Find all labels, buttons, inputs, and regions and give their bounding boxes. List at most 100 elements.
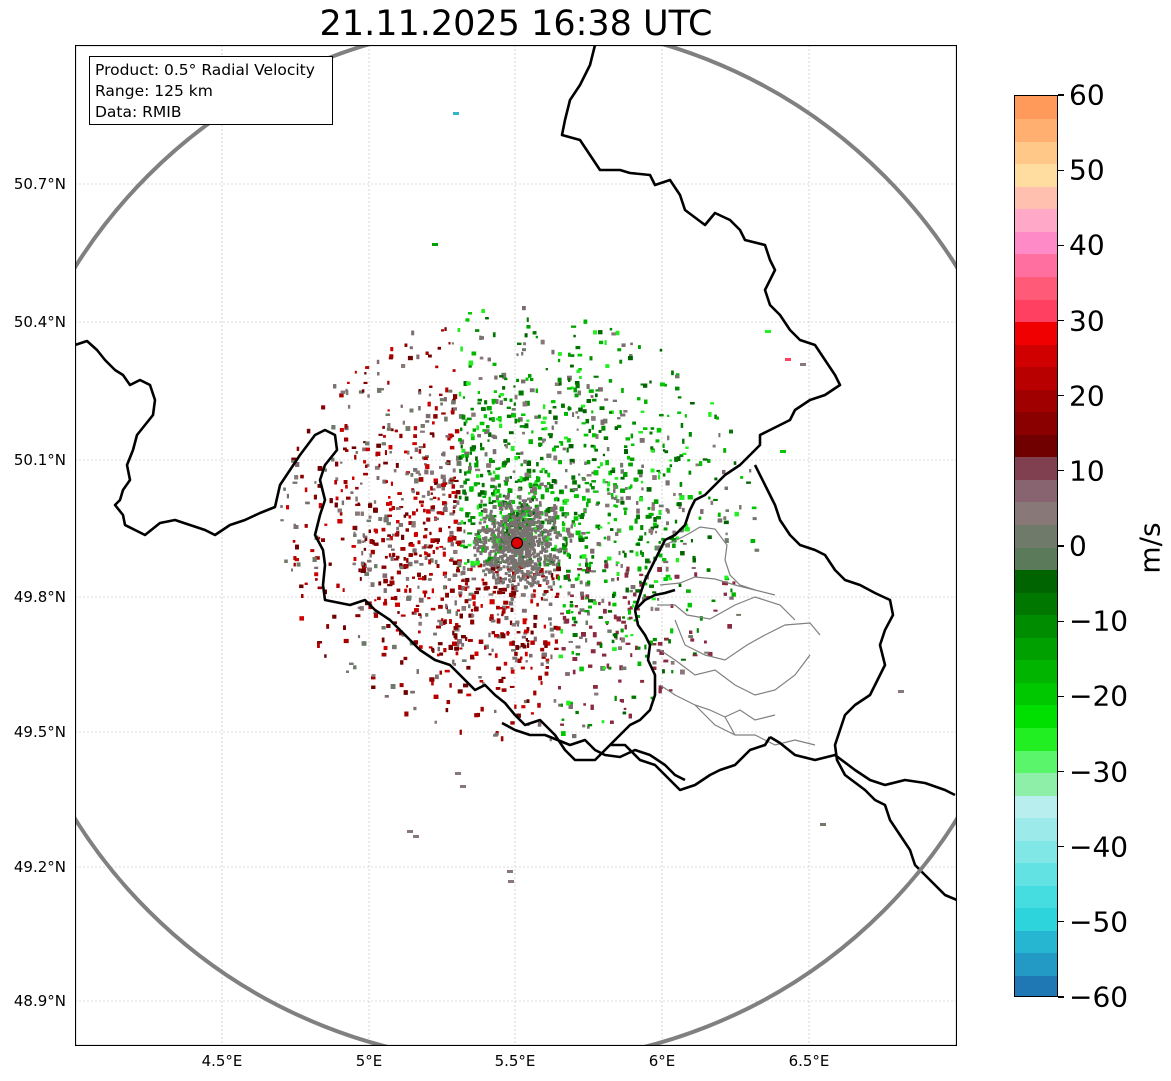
echo-pixel: [509, 554, 513, 558]
colorbar-segment: [1015, 907, 1057, 931]
echo-pixel: [565, 527, 571, 533]
echo-pixel: [434, 406, 438, 411]
echo-pixel: [699, 616, 703, 621]
echo-pixel: [630, 342, 633, 346]
echo-pixel: [317, 641, 322, 644]
echo-pixel: [624, 572, 629, 578]
echo-pixel: [419, 554, 422, 557]
echo-pixel: [679, 495, 685, 500]
echo-pixel: [536, 528, 540, 532]
colorbar-tick-label: −20: [1069, 679, 1129, 713]
echo-pixel: [390, 347, 394, 352]
echo-pixel: [698, 516, 702, 520]
echo-pixel: [507, 568, 511, 571]
echo-pixel: [587, 580, 591, 585]
echo-pixel: [339, 512, 343, 516]
echo-pixel: [565, 541, 568, 546]
echo-pixel: [524, 555, 528, 559]
echo-pixel: [483, 560, 486, 564]
echo-pixel: [513, 532, 517, 535]
echo-pixel: [535, 335, 538, 339]
echo-pixel: [470, 516, 476, 519]
echo-pixel: [627, 600, 630, 605]
echo-pixel: [541, 546, 545, 549]
colorbar-tick-label: −50: [1069, 905, 1129, 939]
echo-pixel: [614, 505, 619, 508]
echo-pixel: [526, 419, 530, 422]
echo-pixel: [530, 489, 534, 494]
echo-pixel: [629, 354, 633, 357]
echo-pixel: [503, 661, 508, 666]
echo-pixel: [496, 550, 500, 554]
echo-pixel: [671, 538, 677, 543]
echo-pixel: [520, 463, 523, 467]
echo-pixel: [384, 514, 389, 520]
echo-pixel: [495, 500, 501, 503]
echo-pixel: [334, 502, 338, 508]
echo-pixel: [504, 481, 508, 486]
echo-pixel: [554, 639, 558, 644]
echo-pixel: [708, 496, 711, 500]
echo-pixel: [653, 525, 659, 529]
echo-pixel: [470, 407, 474, 411]
echo-pixel: [346, 496, 351, 500]
echo-pixel: [527, 497, 532, 501]
echo-pixel: [516, 516, 520, 520]
echo-pixel: [524, 586, 528, 590]
echo-pixel: [608, 601, 611, 606]
velocity-echoes: [280, 112, 904, 883]
echo-pixel: [530, 567, 534, 571]
echo-pixel: [521, 557, 525, 561]
echo-pixel: [530, 498, 534, 502]
echo-pixel: [515, 568, 518, 572]
echo-pixel: [475, 482, 481, 485]
echo-pixel: [449, 588, 455, 593]
echo-pixel: [439, 398, 445, 402]
echo-pixel: [508, 880, 514, 883]
echo-pixel: [590, 649, 596, 654]
echo-pixel: [292, 481, 298, 484]
echo-pixel: [451, 536, 457, 541]
echo-pixel: [571, 611, 574, 614]
echo-pixel: [564, 485, 568, 489]
echo-pixel: [526, 549, 530, 553]
echo-pixel: [382, 573, 388, 578]
echo-pixel: [573, 523, 576, 527]
echo-pixel: [459, 729, 462, 735]
echo-pixel: [525, 523, 529, 527]
echo-pixel: [569, 538, 573, 543]
echo-pixel: [628, 356, 633, 361]
echo-pixel: [533, 527, 537, 531]
echo-pixel: [723, 581, 728, 586]
echo-pixel: [503, 539, 507, 543]
echo-pixel: [536, 552, 540, 556]
echo-pixel: [507, 548, 510, 552]
echo-pixel: [407, 355, 413, 361]
echo-pixel: [548, 532, 552, 536]
echo-pixel: [407, 561, 413, 567]
echo-pixel: [353, 533, 357, 537]
echo-pixel: [543, 624, 546, 629]
echo-pixel: [505, 542, 509, 546]
echo-pixel: [639, 535, 643, 539]
echo-pixel: [473, 540, 477, 544]
echo-pixel: [663, 383, 667, 387]
echo-pixel: [580, 591, 584, 596]
echo-pixel: [635, 543, 641, 546]
echo-pixel: [577, 416, 580, 419]
echo-pixel: [549, 627, 554, 632]
echo-pixel: [377, 372, 380, 376]
radar-map[interactable]: [75, 45, 957, 1046]
echo-pixel: [519, 522, 523, 526]
echo-pixel: [572, 657, 578, 661]
echo-pixel: [531, 511, 537, 515]
echo-pixel: [487, 538, 491, 542]
echo-pixel: [503, 532, 507, 537]
echo-pixel: [601, 720, 605, 724]
echo-pixel: [704, 651, 710, 654]
echo-pixel: [488, 593, 494, 596]
echo-pixel: [496, 535, 500, 539]
echo-pixel: [605, 460, 609, 466]
echo-pixel: [579, 580, 583, 585]
echo-pixel: [583, 703, 586, 706]
